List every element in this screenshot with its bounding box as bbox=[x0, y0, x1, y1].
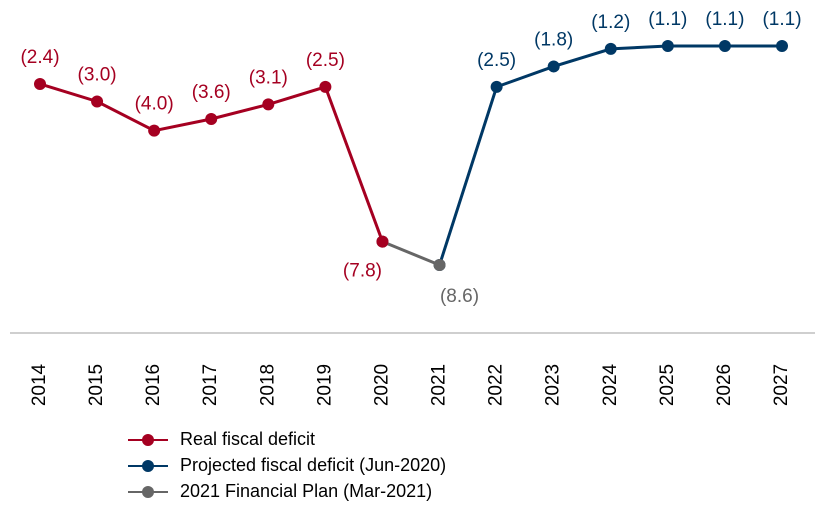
data-label: (1.2) bbox=[591, 12, 630, 33]
x-tick-label: 2015 bbox=[86, 364, 107, 406]
x-tick-label: 2020 bbox=[371, 364, 392, 406]
x-tick-label: 2027 bbox=[771, 364, 792, 406]
marker bbox=[319, 80, 332, 93]
legend-label: Real fiscal deficit bbox=[180, 429, 315, 449]
marker bbox=[433, 259, 446, 271]
data-label: (1.1) bbox=[705, 9, 744, 30]
legend-marker bbox=[142, 486, 154, 498]
data-label: (7.8) bbox=[343, 261, 382, 282]
marker bbox=[205, 113, 218, 125]
marker bbox=[776, 40, 788, 52]
x-tick-label: 2022 bbox=[486, 364, 507, 406]
x-tick-label: 2024 bbox=[600, 363, 621, 406]
data-label: (2.5) bbox=[306, 50, 345, 71]
data-label: (1.1) bbox=[648, 9, 687, 30]
data-label: (3.1) bbox=[249, 67, 288, 88]
data-label: (1.8) bbox=[534, 29, 573, 50]
data-label: (3.6) bbox=[192, 82, 231, 103]
data-label: (2.4) bbox=[20, 47, 59, 68]
series-line bbox=[438, 44, 782, 266]
data-label: (4.0) bbox=[135, 94, 174, 115]
legend-marker bbox=[142, 434, 154, 446]
marker bbox=[376, 235, 389, 248]
data-label: (8.6) bbox=[440, 286, 479, 307]
marker bbox=[604, 42, 617, 55]
marker bbox=[91, 95, 104, 108]
legend-label: Projected fiscal deficit (Jun-2020) bbox=[180, 455, 446, 475]
data-label: (1.1) bbox=[762, 9, 801, 30]
x-tick-label: 2026 bbox=[714, 364, 735, 406]
marker bbox=[718, 40, 731, 52]
x-tick-label: 2014 bbox=[29, 363, 50, 406]
marker bbox=[661, 40, 674, 52]
x-tick-label: 2019 bbox=[314, 364, 335, 406]
marker bbox=[34, 77, 46, 90]
marker bbox=[148, 124, 161, 137]
x-tick-label: 2018 bbox=[257, 364, 278, 406]
data-label: (3.0) bbox=[78, 64, 117, 85]
series-line bbox=[381, 240, 441, 267]
series-line bbox=[39, 82, 384, 243]
x-tick-label: 2021 bbox=[429, 364, 450, 406]
x-tick-label: 2025 bbox=[657, 364, 678, 406]
x-tick-label: 2016 bbox=[143, 364, 164, 406]
marker bbox=[490, 80, 503, 93]
marker bbox=[547, 60, 560, 73]
legend-marker bbox=[142, 460, 154, 472]
x-tick-label: 2017 bbox=[200, 364, 221, 406]
marker bbox=[262, 98, 275, 111]
data-label: (2.5) bbox=[477, 50, 516, 71]
legend-label: 2021 Financial Plan (Mar-2021) bbox=[180, 481, 432, 501]
x-tick-label: 2023 bbox=[543, 364, 564, 406]
